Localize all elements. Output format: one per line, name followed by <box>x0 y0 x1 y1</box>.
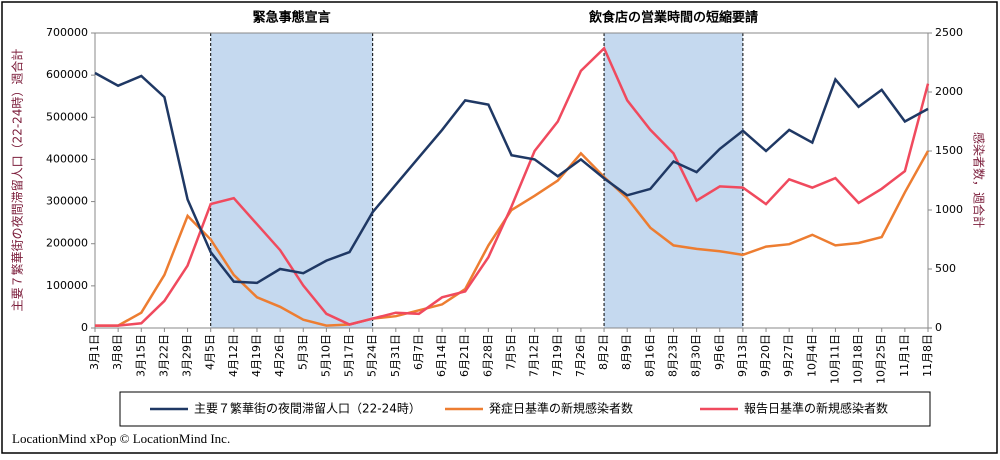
legend: 主要７繁華街の夜間滞留人口（22-24時） 発症日基準の新規感染者数 報告日基準の新… <box>119 391 931 427</box>
y2-tick-label: 0 <box>935 321 942 334</box>
x-tick-label: 11月8日 <box>921 334 934 377</box>
x-tick-label: 10月11日 <box>828 334 841 384</box>
x-tick-label: 6月28日 <box>481 334 494 377</box>
legend-box <box>119 391 931 427</box>
y-tick-label: 200000 <box>46 237 88 250</box>
x-tick-label: 9月13日 <box>736 334 749 377</box>
x-tick-label: 7月26日 <box>574 334 587 377</box>
x-tick-label: 3月15日 <box>134 334 147 377</box>
x-tick-label: 8月16日 <box>643 334 656 377</box>
y2-tick-label: 2500 <box>935 26 963 39</box>
x-tick-label: 8月23日 <box>666 334 679 377</box>
x-tick-label: 6月7日 <box>412 334 425 370</box>
x-tick-label: 5月31日 <box>389 334 402 377</box>
y-tick-label: 500000 <box>46 110 88 123</box>
x-tick-label: 6月14日 <box>435 334 448 377</box>
x-tick-label: 4月19日 <box>250 334 263 377</box>
legend-label: 主要７繁華街の夜間滞留人口（22-24時） <box>194 401 421 416</box>
x-tick-label: 4月5日 <box>204 334 217 370</box>
x-tick-label: 4月12日 <box>227 334 240 377</box>
x-tick-label: 5月24日 <box>366 334 379 377</box>
x-tick-label: 3月8日 <box>111 334 124 370</box>
x-tick-label: 10月18日 <box>852 334 865 384</box>
legend-label: 発症日基準の新規感染者数 <box>489 401 633 416</box>
x-tick-label: 7月19日 <box>551 334 564 377</box>
y-tick-label: 400000 <box>46 152 88 165</box>
x-tick-label: 5月3日 <box>296 334 309 370</box>
x-tick-label: 10月4日 <box>805 334 818 377</box>
y2-tick-label: 500 <box>935 262 956 275</box>
y-tick-label: 600000 <box>46 68 88 81</box>
shaded-region <box>210 33 373 328</box>
region-label: 飲食店の営業時間の短縮要請 <box>588 10 758 26</box>
x-tick-label: 3月29日 <box>181 334 194 377</box>
y2-tick-label: 1000 <box>935 203 963 216</box>
y-axis-label: 主要７繁華街の夜間滞留人口（22-24時）週合計 <box>10 49 25 312</box>
x-tick-label: 4月26日 <box>273 334 286 377</box>
x-tick-label: 9月20日 <box>759 334 772 377</box>
series-line <box>94 71 929 285</box>
x-tick-label: 8月9日 <box>620 334 633 370</box>
y-tick-label: 100000 <box>46 279 88 292</box>
series-line <box>95 46 930 327</box>
region-label: 緊急事態宣言 <box>253 10 331 26</box>
x-tick-label: 8月30日 <box>690 334 703 377</box>
y2-tick-label: 2000 <box>935 85 963 98</box>
x-tick-label: 11月1日 <box>898 334 911 377</box>
x-tick-label: 8月2日 <box>597 334 610 370</box>
legend-label: 報告日基準の新規感染者数 <box>744 401 888 416</box>
x-tick-label: 9月27日 <box>782 334 795 377</box>
x-tick-label: 10月25日 <box>875 334 888 384</box>
x-tick-label: 7月12日 <box>528 334 541 377</box>
shaded-region <box>604 33 743 328</box>
y-tick-label: 300000 <box>46 195 88 208</box>
x-tick-label: 9月6日 <box>713 334 726 370</box>
x-tick-label: 5月10日 <box>319 334 332 377</box>
y-tick-label: 700000 <box>46 26 88 39</box>
y2-tick-label: 1500 <box>935 144 963 157</box>
y-tick-label: 0 <box>81 321 88 334</box>
x-tick-label: 7月5日 <box>505 334 518 370</box>
y2-axis-label: 感染者数，週合計 <box>972 132 987 228</box>
x-tick-label: 3月22日 <box>157 334 170 377</box>
source: LocationMind xPop © LocationMind Inc. <box>12 431 230 446</box>
x-tick-label: 3月1日 <box>88 334 101 370</box>
series-line <box>95 150 930 327</box>
x-tick-label: 6月21日 <box>458 334 471 377</box>
x-tick-label: 5月17日 <box>343 334 356 377</box>
